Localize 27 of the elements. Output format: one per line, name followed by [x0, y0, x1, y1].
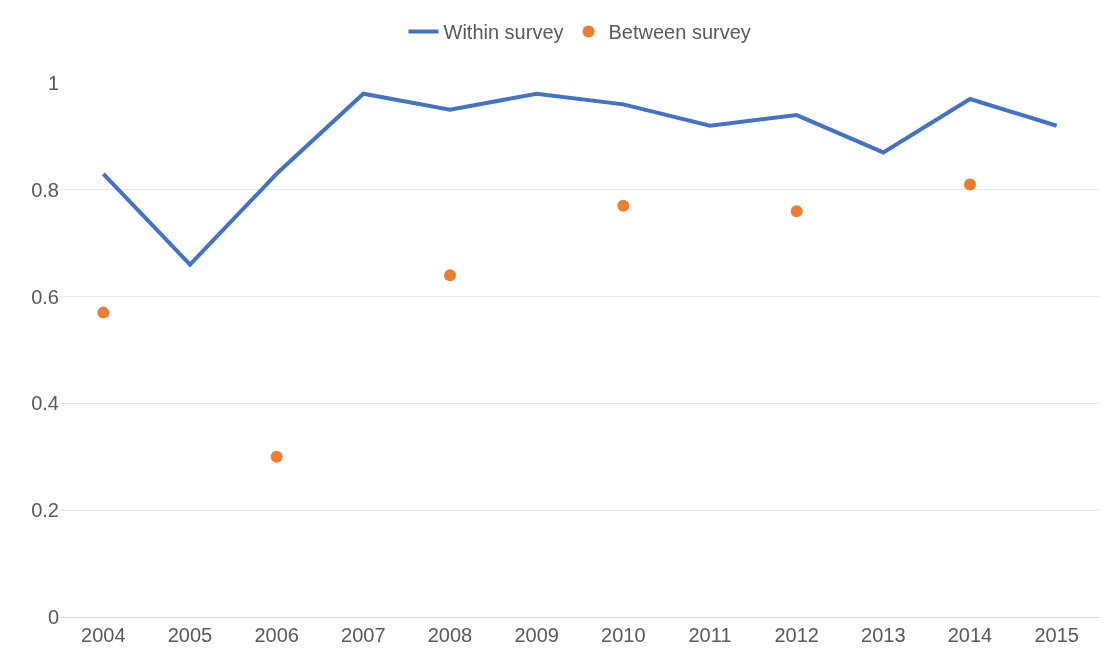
x-tick-label: 2012	[774, 624, 819, 646]
x-tick-label: 2005	[167, 624, 213, 646]
point	[270, 450, 283, 463]
point	[790, 205, 803, 218]
x-tick-label: 2009	[514, 624, 559, 646]
x-tick-label: 2015	[1034, 624, 1079, 646]
y-tick-label: 1	[47, 72, 59, 94]
y-tick-label: 0.6	[31, 285, 59, 308]
point	[617, 199, 630, 212]
x-tick-label: 2008	[427, 624, 473, 646]
y-tick-label: 0.8	[31, 178, 59, 201]
x-tick-label: 2010	[601, 624, 646, 646]
y-tick-label: 0	[47, 606, 59, 628]
x-tick-label: 2007	[341, 624, 386, 646]
y-tick-label: 0.2	[31, 499, 59, 522]
point	[964, 178, 976, 191]
legend-label: Between survey	[608, 21, 751, 44]
point	[97, 306, 110, 319]
x-tick-label: 2014	[947, 624, 993, 646]
x-tick-label: 2011	[688, 624, 732, 646]
x-tick-label: 2013	[861, 624, 906, 646]
x-tick-label: 2006	[254, 624, 299, 646]
legend-label: Within survey	[443, 21, 564, 44]
line-series	[101, 91, 1059, 267]
x-tick-label: 2004	[81, 624, 126, 646]
y-tick-label: 0.4	[31, 392, 59, 415]
point	[444, 269, 456, 282]
